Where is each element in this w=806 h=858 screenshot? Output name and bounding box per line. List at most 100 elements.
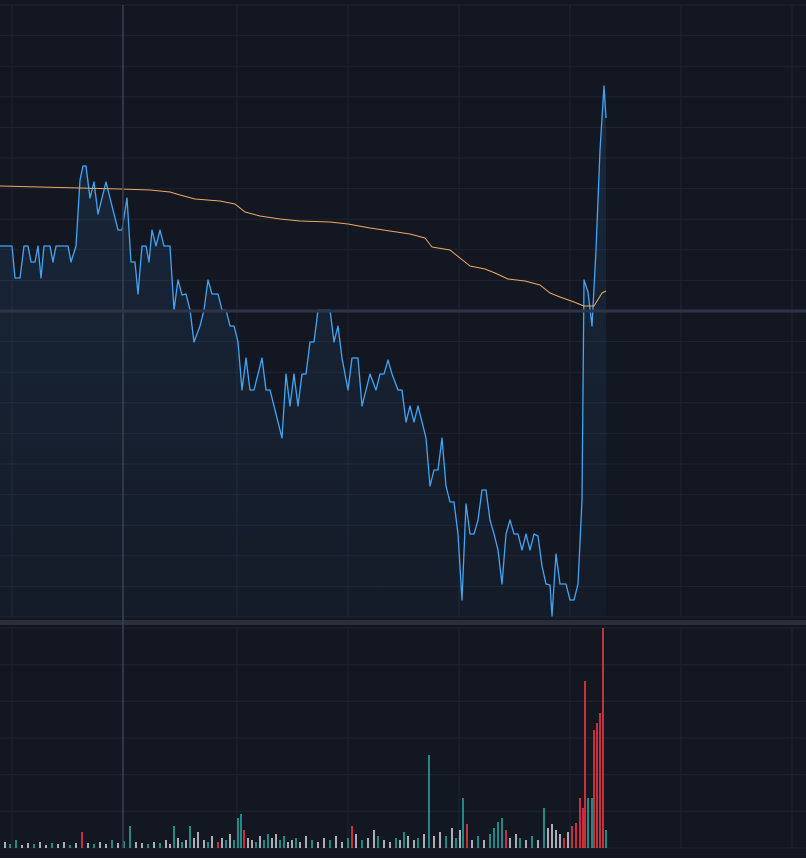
- volume-bar: [451, 828, 453, 848]
- volume-bar: [559, 834, 561, 848]
- volume-bar: [181, 842, 183, 848]
- volume-bar: [105, 844, 107, 848]
- volume-bar: [259, 836, 261, 848]
- volume-bar: [361, 840, 363, 848]
- volume-bar: [525, 840, 527, 848]
- volume-bar: [389, 842, 391, 848]
- volume-bar: [531, 836, 533, 848]
- volume-bar: [117, 843, 119, 848]
- volume-bar: [51, 843, 53, 848]
- volume-bar: [233, 840, 235, 848]
- volume-bar: [428, 755, 430, 848]
- volume-bar: [335, 836, 337, 848]
- volume-bar: [123, 841, 125, 848]
- volume-bar: [57, 844, 59, 848]
- volume-bar: [295, 838, 297, 848]
- price-line: [0, 85, 607, 617]
- volume-bar: [466, 824, 468, 848]
- volume-bar: [159, 843, 161, 848]
- volume-bar: [593, 730, 595, 848]
- volume-bar: [563, 838, 565, 848]
- volume-bar: [287, 842, 289, 848]
- volume-bar: [147, 844, 149, 848]
- volume-bar: [207, 842, 209, 848]
- volume-bar: [477, 836, 479, 848]
- volume-bar: [135, 842, 137, 848]
- volume-bar: [543, 808, 545, 848]
- volume-bar: [501, 818, 503, 848]
- volume-bar: [423, 834, 425, 848]
- volume-bar: [515, 834, 517, 848]
- volume-bar: [165, 840, 167, 848]
- volume-bar: [197, 832, 199, 848]
- volume-bar: [355, 834, 357, 848]
- volume-bar: [217, 842, 219, 848]
- volume-bar: [21, 845, 23, 848]
- volume-bar: [299, 842, 301, 848]
- volume-bar: [39, 842, 41, 848]
- volume-bar: [433, 836, 435, 848]
- volume-bar: [317, 842, 319, 848]
- volume-bar: [69, 845, 71, 848]
- volume-bar: [283, 836, 285, 848]
- volume-bar: [462, 798, 464, 848]
- volume-bar: [471, 840, 473, 848]
- volume-bar: [493, 828, 495, 848]
- volume-bar: [489, 834, 491, 848]
- volume-bar: [169, 844, 171, 848]
- volume-bar: [221, 838, 223, 848]
- volume-bar: [27, 843, 29, 848]
- volume-bar: [351, 826, 353, 848]
- volume-bar: [173, 826, 175, 848]
- volume-bar: [403, 832, 405, 848]
- volume-bar: [571, 826, 573, 848]
- volume-bar: [579, 798, 581, 848]
- volume-bar: [193, 838, 195, 848]
- volume-bar: [323, 838, 325, 848]
- volume-bar: [373, 830, 375, 848]
- volume-bar: [251, 840, 253, 848]
- volume-bar: [247, 838, 249, 848]
- volume-bar: [547, 828, 549, 848]
- volume-bar: [383, 840, 385, 848]
- volume-bar: [459, 830, 461, 848]
- volume-bar: [4, 842, 6, 848]
- volume-bar: [551, 824, 553, 848]
- volume-bar: [587, 798, 589, 848]
- volume-bar: [582, 808, 584, 848]
- volume-bar: [445, 836, 447, 848]
- volume-bar: [275, 834, 277, 848]
- volume-bar: [189, 826, 191, 848]
- volume-bar: [153, 842, 155, 848]
- volume-bar: [141, 843, 143, 848]
- volume-bar: [519, 838, 521, 848]
- volume-bar: [33, 844, 35, 848]
- volume-bar: [407, 836, 409, 848]
- volume-bar: [367, 838, 369, 848]
- volume-bar: [255, 842, 257, 848]
- volume-bar: [211, 836, 213, 848]
- volume-bar: [243, 830, 245, 848]
- volume-bar: [15, 840, 17, 848]
- volume-bar: [271, 838, 273, 848]
- volume-bar: [93, 844, 95, 848]
- volume-bar: [341, 842, 343, 848]
- volume-bar: [555, 830, 557, 848]
- volume-bar: [99, 842, 101, 848]
- volume-bar: [413, 840, 415, 848]
- volume-bar: [185, 840, 187, 848]
- volume-bar: [509, 838, 511, 848]
- volume-bar: [591, 798, 593, 848]
- volume-bar: [377, 836, 379, 848]
- volume-bar: [605, 830, 607, 848]
- volume-bar: [267, 834, 269, 848]
- volume-bar: [455, 838, 457, 848]
- volume-bar: [87, 843, 89, 848]
- volume-bar: [305, 836, 307, 848]
- volume-bar: [291, 840, 293, 848]
- volume-bar: [129, 826, 131, 848]
- volume-bar: [240, 814, 242, 848]
- volume-bar: [602, 628, 604, 848]
- volume-bar: [505, 830, 507, 848]
